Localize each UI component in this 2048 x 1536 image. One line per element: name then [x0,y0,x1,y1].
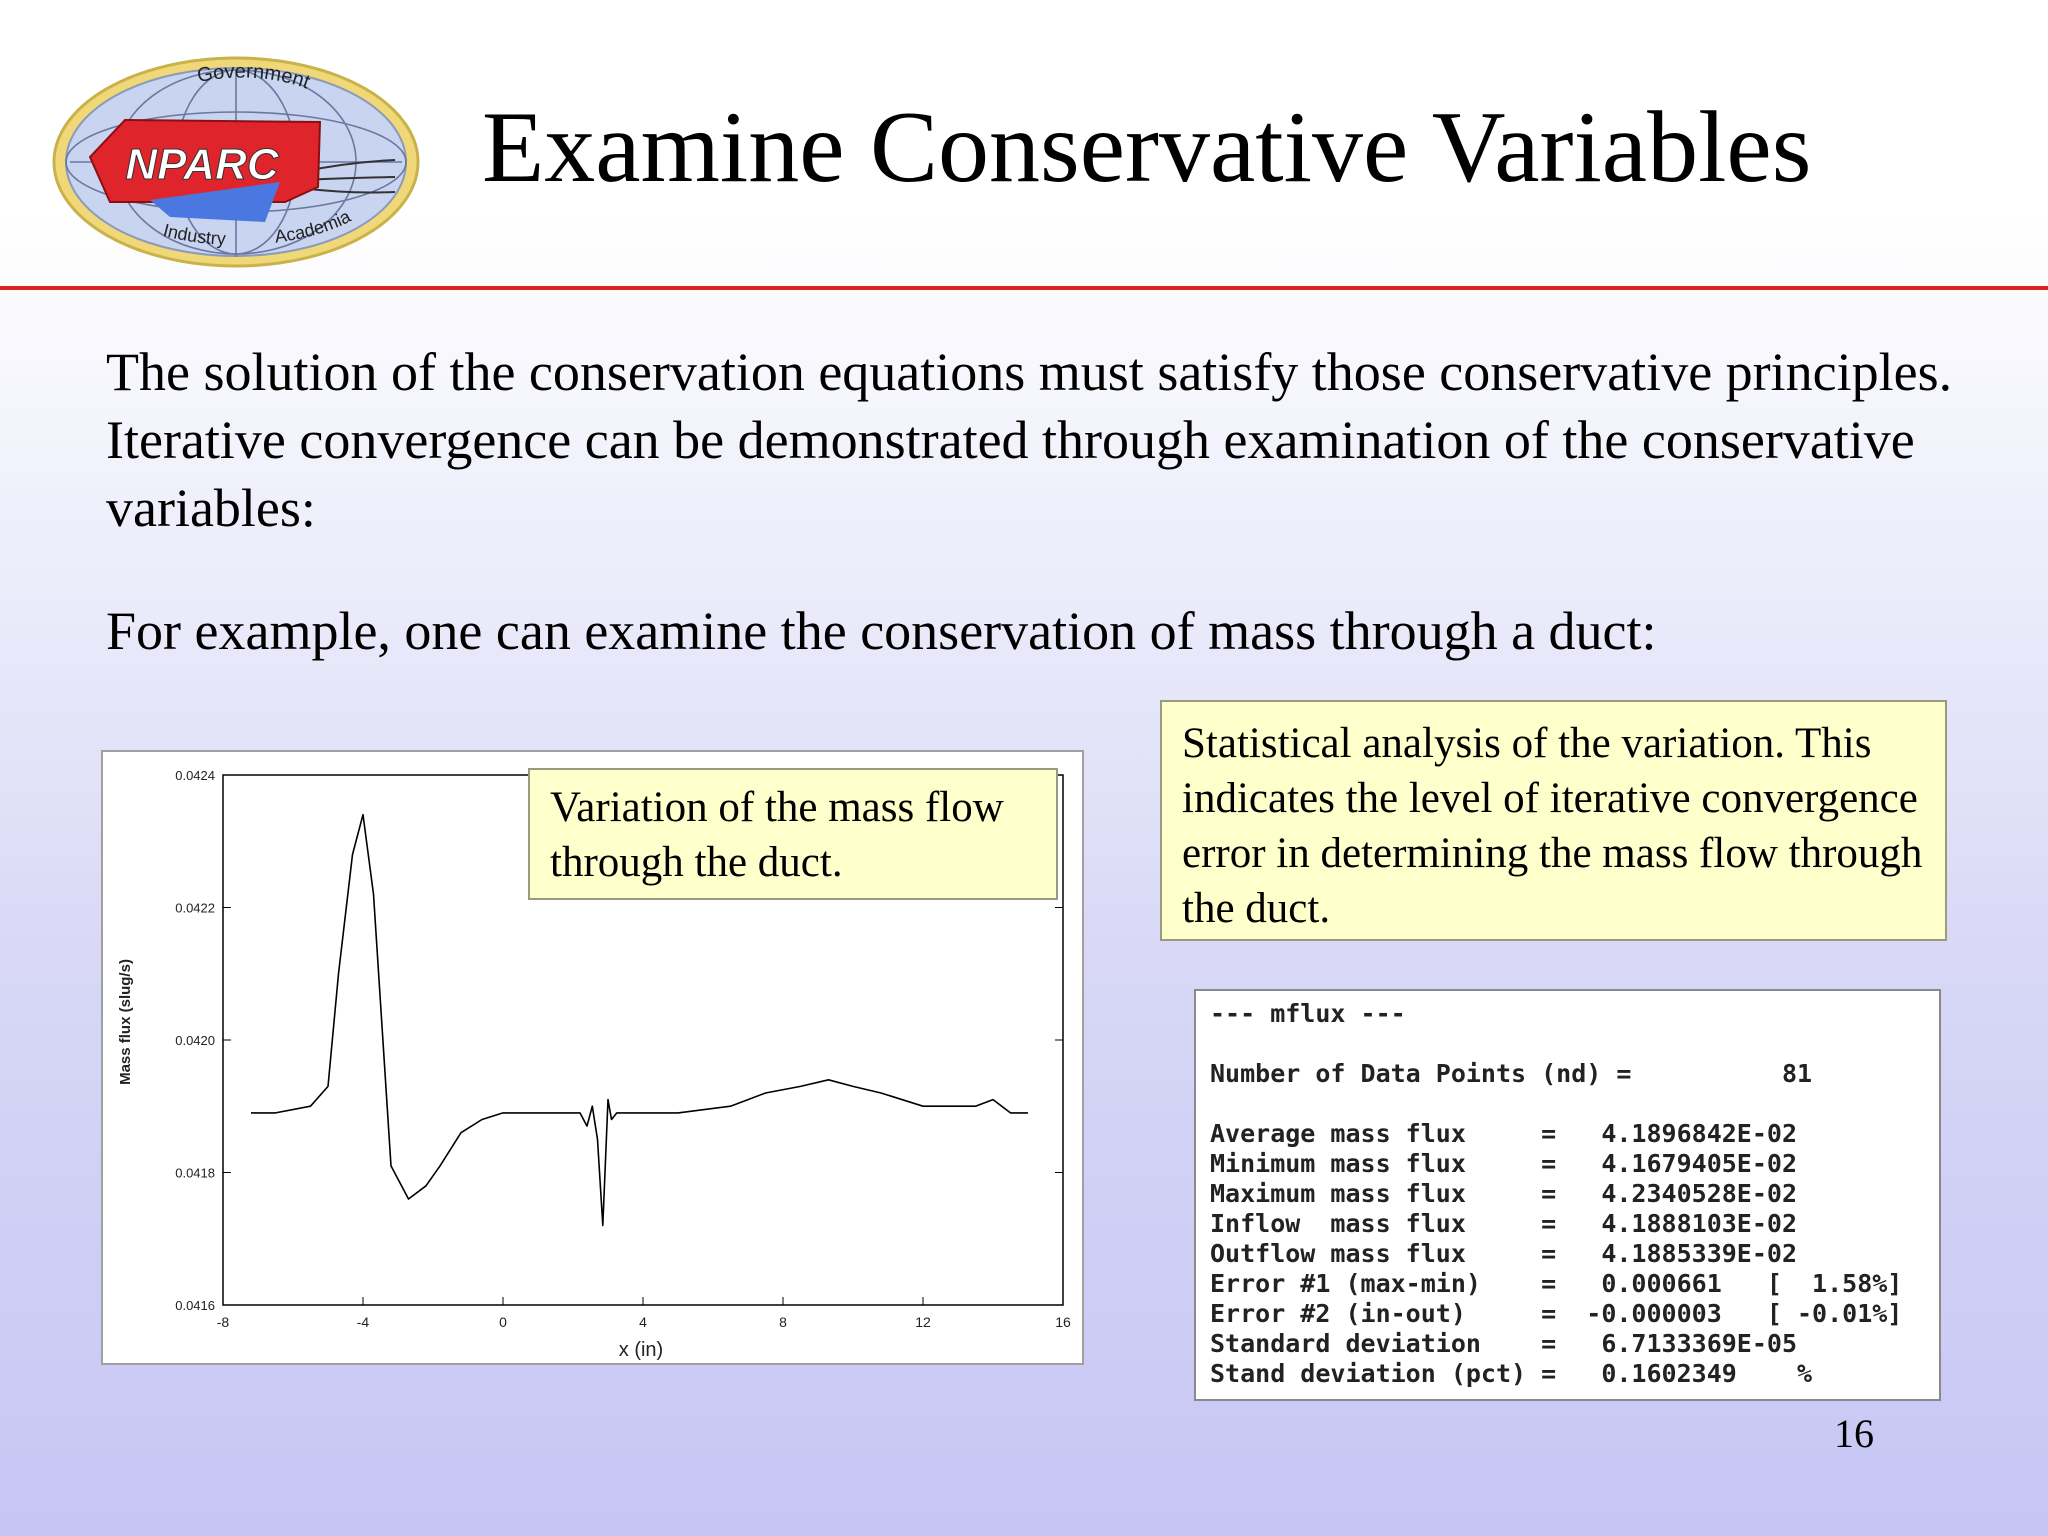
stats-line: Stand deviation (pct) = 0.1602349 % [1210,1359,1813,1388]
mflux-statistics-panel: --- mflux --- Number of Data Points (nd)… [1194,989,1941,1401]
x-tick-label: 8 [779,1314,787,1330]
stats-line: Error #1 (max-min) = 0.000661 [ 1.58%] [1210,1269,1903,1298]
stats-data-points: Number of Data Points (nd) = 81 [1210,1059,1813,1088]
x-tick-label: 0 [499,1314,507,1330]
mass-flux-series-line [251,813,1028,1227]
stats-line: Error #2 (in-out) = -0.000003 [ -0.01%] [1210,1299,1903,1328]
y-tick-label: 0.0418 [175,1166,215,1181]
y-tick-label: 0.0424 [175,768,215,783]
y-tick-label: 0.0422 [175,901,215,916]
stats-line: Standard deviation = 6.7133369E-05 [1210,1329,1797,1358]
chart-callout: Variation of the mass flow through the d… [528,768,1058,900]
x-tick-label: 4 [639,1314,647,1330]
x-tick-label: -4 [357,1314,370,1330]
y-tick-label: 0.0420 [175,1033,215,1048]
example-paragraph: For example, one can examine the conserv… [106,601,1657,661]
y-axis-label: Mass flux (slug/s) [117,959,134,1085]
stats-line: Maximum mass flux = 4.2340528E-02 [1210,1179,1797,1208]
stats-callout: Statistical analysis of the variation. T… [1160,700,1947,941]
x-tick-label: 12 [915,1314,931,1330]
logo-wordmark: NPARC [125,140,279,189]
stats-header: --- mflux --- [1210,999,1406,1028]
y-tick-label: 0.0416 [175,1298,215,1313]
title-divider [0,286,2048,290]
x-tick-label: -8 [217,1314,230,1330]
slide-title: Examine Conservative Variables [482,91,1812,204]
page-number: 16 [1834,1411,1874,1456]
stats-line: Minimum mass flux = 4.1679405E-02 [1210,1149,1797,1178]
stats-line: Outflow mass flux = 4.1885339E-02 [1210,1239,1797,1268]
stats-line: Average mass flux = 4.1896842E-02 [1210,1119,1797,1148]
intro-paragraph: The solution of the conservation equatio… [106,342,1953,538]
nparc-logo: NPARC Government Industry Academia [52,56,420,268]
x-axis-label: x (in) [619,1339,663,1361]
x-tick-label: 16 [1055,1314,1071,1330]
stats-line: Inflow mass flux = 4.1888103E-02 [1210,1209,1797,1238]
